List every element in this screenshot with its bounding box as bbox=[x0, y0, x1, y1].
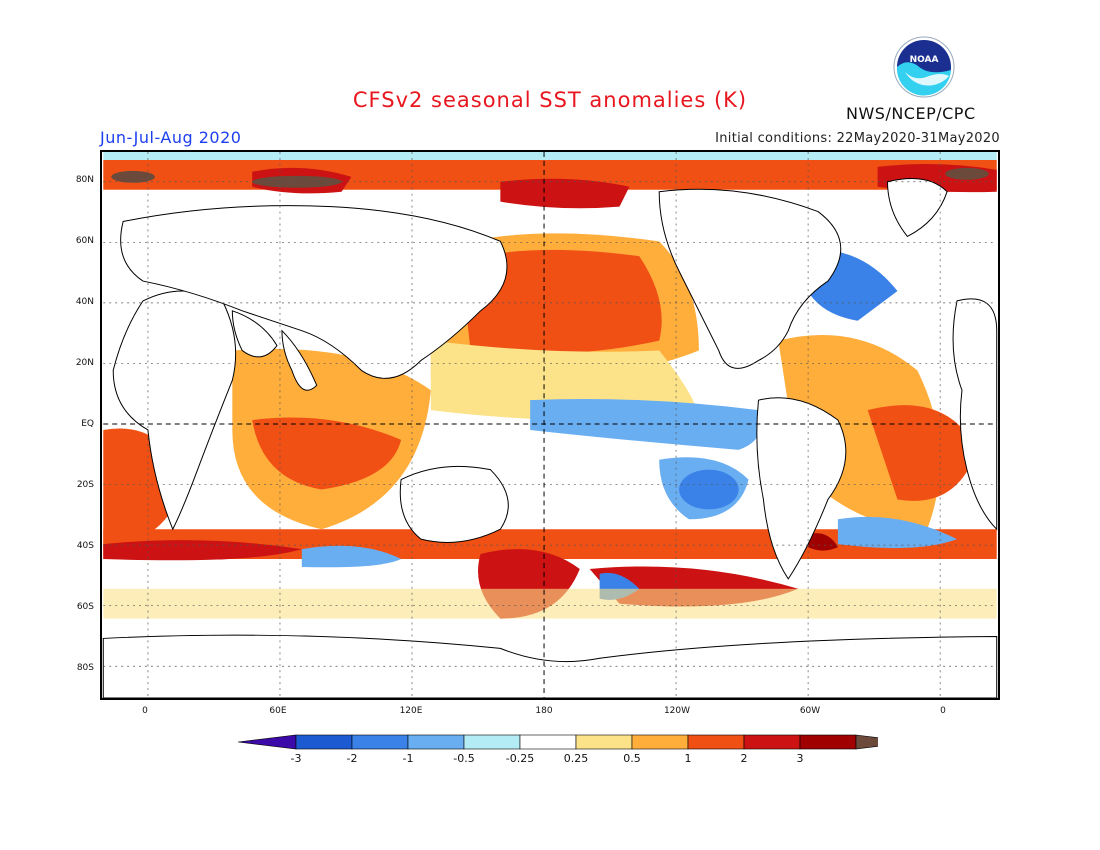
map-title: CFSv2 seasonal SST anomalies (K) bbox=[352, 88, 748, 112]
colorbar-tick-label: -1 bbox=[402, 752, 414, 765]
lat-label-20s: 20S bbox=[76, 480, 94, 490]
lon-label-60w: 60W bbox=[799, 706, 821, 716]
lon-label-0: 0 bbox=[142, 706, 148, 716]
lat-label-60n: 60N bbox=[75, 236, 94, 246]
colorbar-segment bbox=[631, 734, 689, 750]
colorbar-tick-label: 0.5 bbox=[623, 752, 641, 765]
initial-conditions: Initial conditions: 22May2020-31May2020 bbox=[715, 131, 1000, 146]
colorbar-segment bbox=[407, 734, 465, 750]
colorbar-segment bbox=[575, 734, 633, 750]
lat-label-60s: 60S bbox=[76, 602, 94, 612]
colorbar-tick-label: 1 bbox=[684, 752, 692, 765]
europe-asia bbox=[120, 205, 508, 379]
noaa-logo: NOAA bbox=[893, 36, 955, 98]
noaa-logo-text: NOAA bbox=[910, 55, 939, 65]
colorbar-segment bbox=[687, 734, 745, 750]
africa bbox=[112, 290, 237, 531]
agency-label: NWS/NCEP/CPC bbox=[846, 104, 976, 123]
graticule bbox=[103, 152, 997, 698]
lat-label-80s: 80S bbox=[76, 663, 94, 673]
colorbar-tick-label: -3 bbox=[290, 752, 302, 765]
colorbar-segment bbox=[743, 734, 801, 750]
colorbar-segment bbox=[799, 734, 857, 750]
colorbar-tick-label: -0.5 bbox=[453, 752, 475, 765]
lat-label-eq: EQ bbox=[81, 419, 94, 429]
colorbar-tick-label: -0.25 bbox=[505, 752, 535, 765]
colorbar-segment bbox=[519, 734, 577, 750]
lat-label-20n: 20N bbox=[75, 358, 94, 368]
lon-label-120e: 120E bbox=[399, 706, 423, 716]
colorbar bbox=[238, 734, 878, 750]
colorbar-tick-label: 2 bbox=[740, 752, 748, 765]
season-label: Jun-Jul-Aug 2020 bbox=[100, 128, 242, 147]
greenland bbox=[887, 177, 948, 238]
colorbar-tick-label: 3 bbox=[796, 752, 804, 765]
continents bbox=[102, 177, 998, 698]
colorbar-segment bbox=[351, 734, 409, 750]
north-america bbox=[658, 188, 842, 369]
colorbar-segment bbox=[295, 734, 353, 750]
lat-label-40n: 40N bbox=[75, 297, 94, 307]
lat-label-80n: 80N bbox=[75, 175, 94, 185]
colorbar-tick-label: 0.25 bbox=[563, 752, 589, 765]
colorbar-arrow-low bbox=[238, 734, 297, 750]
sst-map-canvas bbox=[102, 152, 998, 698]
lon-label-180: 180 bbox=[535, 706, 553, 716]
colorbar-tick-label: -2 bbox=[346, 752, 358, 765]
india bbox=[281, 329, 318, 391]
arabia bbox=[231, 310, 278, 358]
lat-label-40s: 40S bbox=[76, 541, 94, 551]
sst-map bbox=[100, 150, 1000, 700]
colorbar-arrow-high bbox=[855, 734, 878, 750]
lon-label-120w: 120W bbox=[663, 706, 691, 716]
colorbar-segment bbox=[463, 734, 521, 750]
australia bbox=[399, 465, 509, 543]
lon-label-60e: 60E bbox=[269, 706, 287, 716]
lon-label-0-right: 0 bbox=[940, 706, 946, 716]
south-america bbox=[756, 397, 847, 580]
africa-east-repeat bbox=[952, 298, 998, 531]
